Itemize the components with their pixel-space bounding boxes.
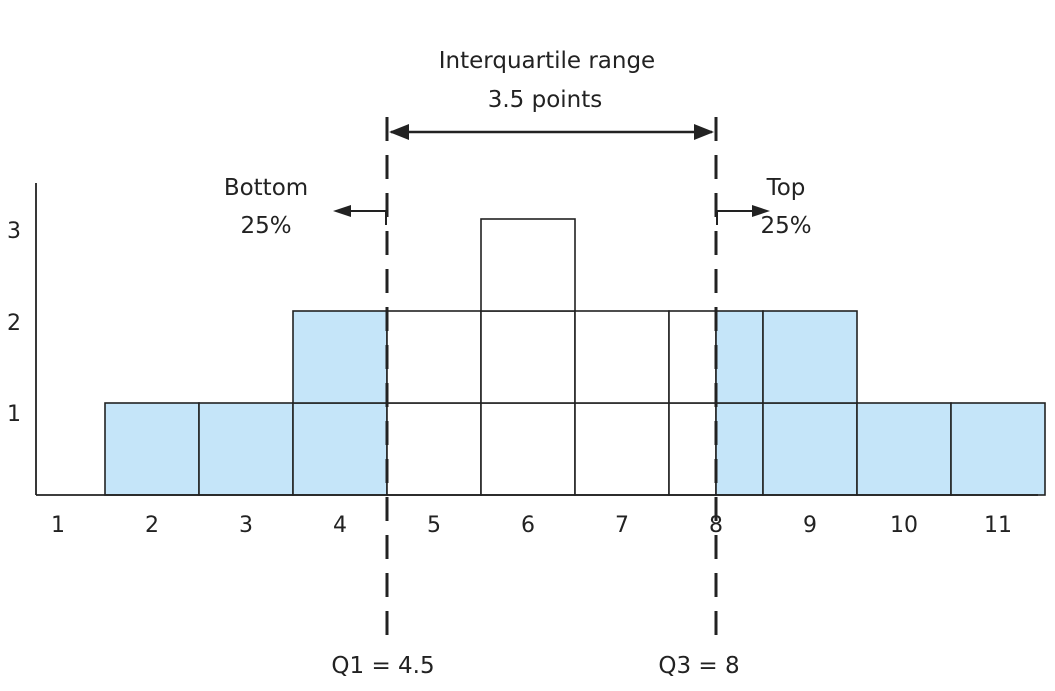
x-tick-label: 7 [615,513,629,538]
iqr-arrowhead-right [694,124,714,140]
x-tick-label: 3 [239,513,253,538]
histogram-square [198,402,294,496]
histogram-square [292,402,388,496]
x-tick-label: 8 [709,513,723,538]
x-tick-label: 2 [145,513,159,538]
y-tick-label: 1 [7,402,21,427]
iqr-title: Interquartile range [439,48,655,74]
histogram-square [574,402,670,496]
quartile-lines [385,117,718,645]
bottom-pct-label: 25% [240,213,291,239]
x-tick-label: 10 [890,513,918,538]
bottom-arrowhead [333,205,351,217]
x-tick-label: 5 [427,513,441,538]
top-label: Top [766,175,806,201]
histogram-square [386,310,482,404]
iqr-value: 3.5 points [488,87,603,113]
histogram-square [104,402,200,496]
histogram-square [480,218,576,312]
x-tick-label: 9 [803,513,817,538]
histogram-square [292,310,388,404]
top-arrowhead [752,205,770,217]
iqr-arrowhead-left [389,124,409,140]
top-pct-label: 25% [760,213,811,239]
q1-label: Q1 = 4.5 [331,653,434,679]
x-tick-label: 6 [521,513,535,538]
histogram-square [480,310,576,404]
histogram-square [762,402,858,496]
x-tick-label: 11 [984,513,1012,538]
histogram-square [715,402,764,496]
histogram-square [668,402,717,496]
histogram-square [574,310,670,404]
histogram-square [762,310,858,404]
y-tick-label: 3 [7,219,21,244]
histogram-squares [104,218,1046,496]
histogram-square [386,402,482,496]
histogram-square [715,310,764,404]
histogram-square [856,402,952,496]
q3-label: Q3 = 8 [658,653,739,679]
bottom-label: Bottom [224,175,308,201]
histogram-square [950,402,1046,496]
x-tick-label: 4 [333,513,347,538]
y-tick-label: 2 [7,311,21,336]
x-tick-label: 1 [51,513,65,538]
histogram-square [480,402,576,496]
annotations [333,124,770,225]
histogram-square [668,310,717,404]
axes: 1 2 3 4 5 6 7 8 9 10 11 [35,183,1038,538]
